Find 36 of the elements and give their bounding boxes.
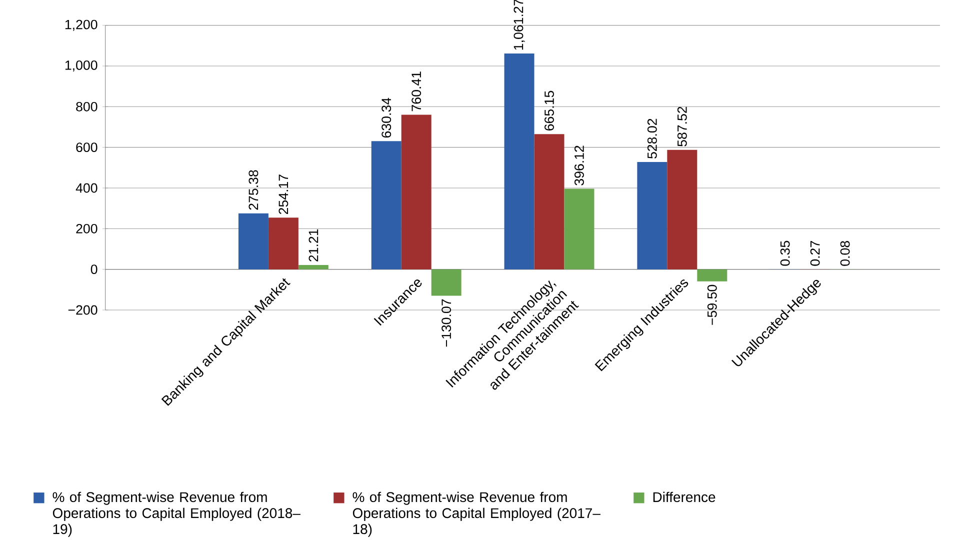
data-label: 396.12 [574,146,584,186]
data-label: 630.34 [382,98,392,138]
data-label: 21.21 [308,229,318,262]
data-label: −59.50 [707,284,717,325]
data-label: 275.38 [248,170,258,210]
bar [431,269,462,296]
bar [637,162,668,270]
bar [298,265,328,270]
y-tick-label: 1,200 [65,20,98,31]
bar [697,269,728,282]
data-label: 0.27 [810,241,820,266]
data-label: 254.17 [278,174,288,214]
y-tick-label: 0 [90,264,98,274]
bar [238,213,268,270]
data-label: 528.02 [647,118,657,158]
legend-label: % of Segment-wise Revenue from Operations to Capital Employed (2018–19) [52,492,300,537]
y-tick-label: 200 [76,224,98,234]
y-tick-label: 600 [76,142,98,152]
data-label: 0.08 [840,241,850,266]
y-tick-label: 1,000 [65,60,98,72]
bar [268,218,298,270]
y-tick-label: 400 [76,183,98,193]
legend-label: Difference [653,492,716,502]
bar [667,150,698,270]
data-label: 665.15 [544,90,554,130]
bar [371,141,402,270]
data-label: 760.41 [412,72,422,112]
y-tick-label: 800 [76,102,98,112]
bar [534,134,564,270]
bar [401,114,432,270]
data-label: 0.35 [780,240,790,266]
bar [504,54,534,270]
legend-label: % of Segment-wise Revenue from Operations to Capital Employed (2017–18) [352,492,600,537]
y-tick-label: −200 [68,305,98,315]
data-label: 587.52 [677,106,687,146]
bar [564,188,594,270]
